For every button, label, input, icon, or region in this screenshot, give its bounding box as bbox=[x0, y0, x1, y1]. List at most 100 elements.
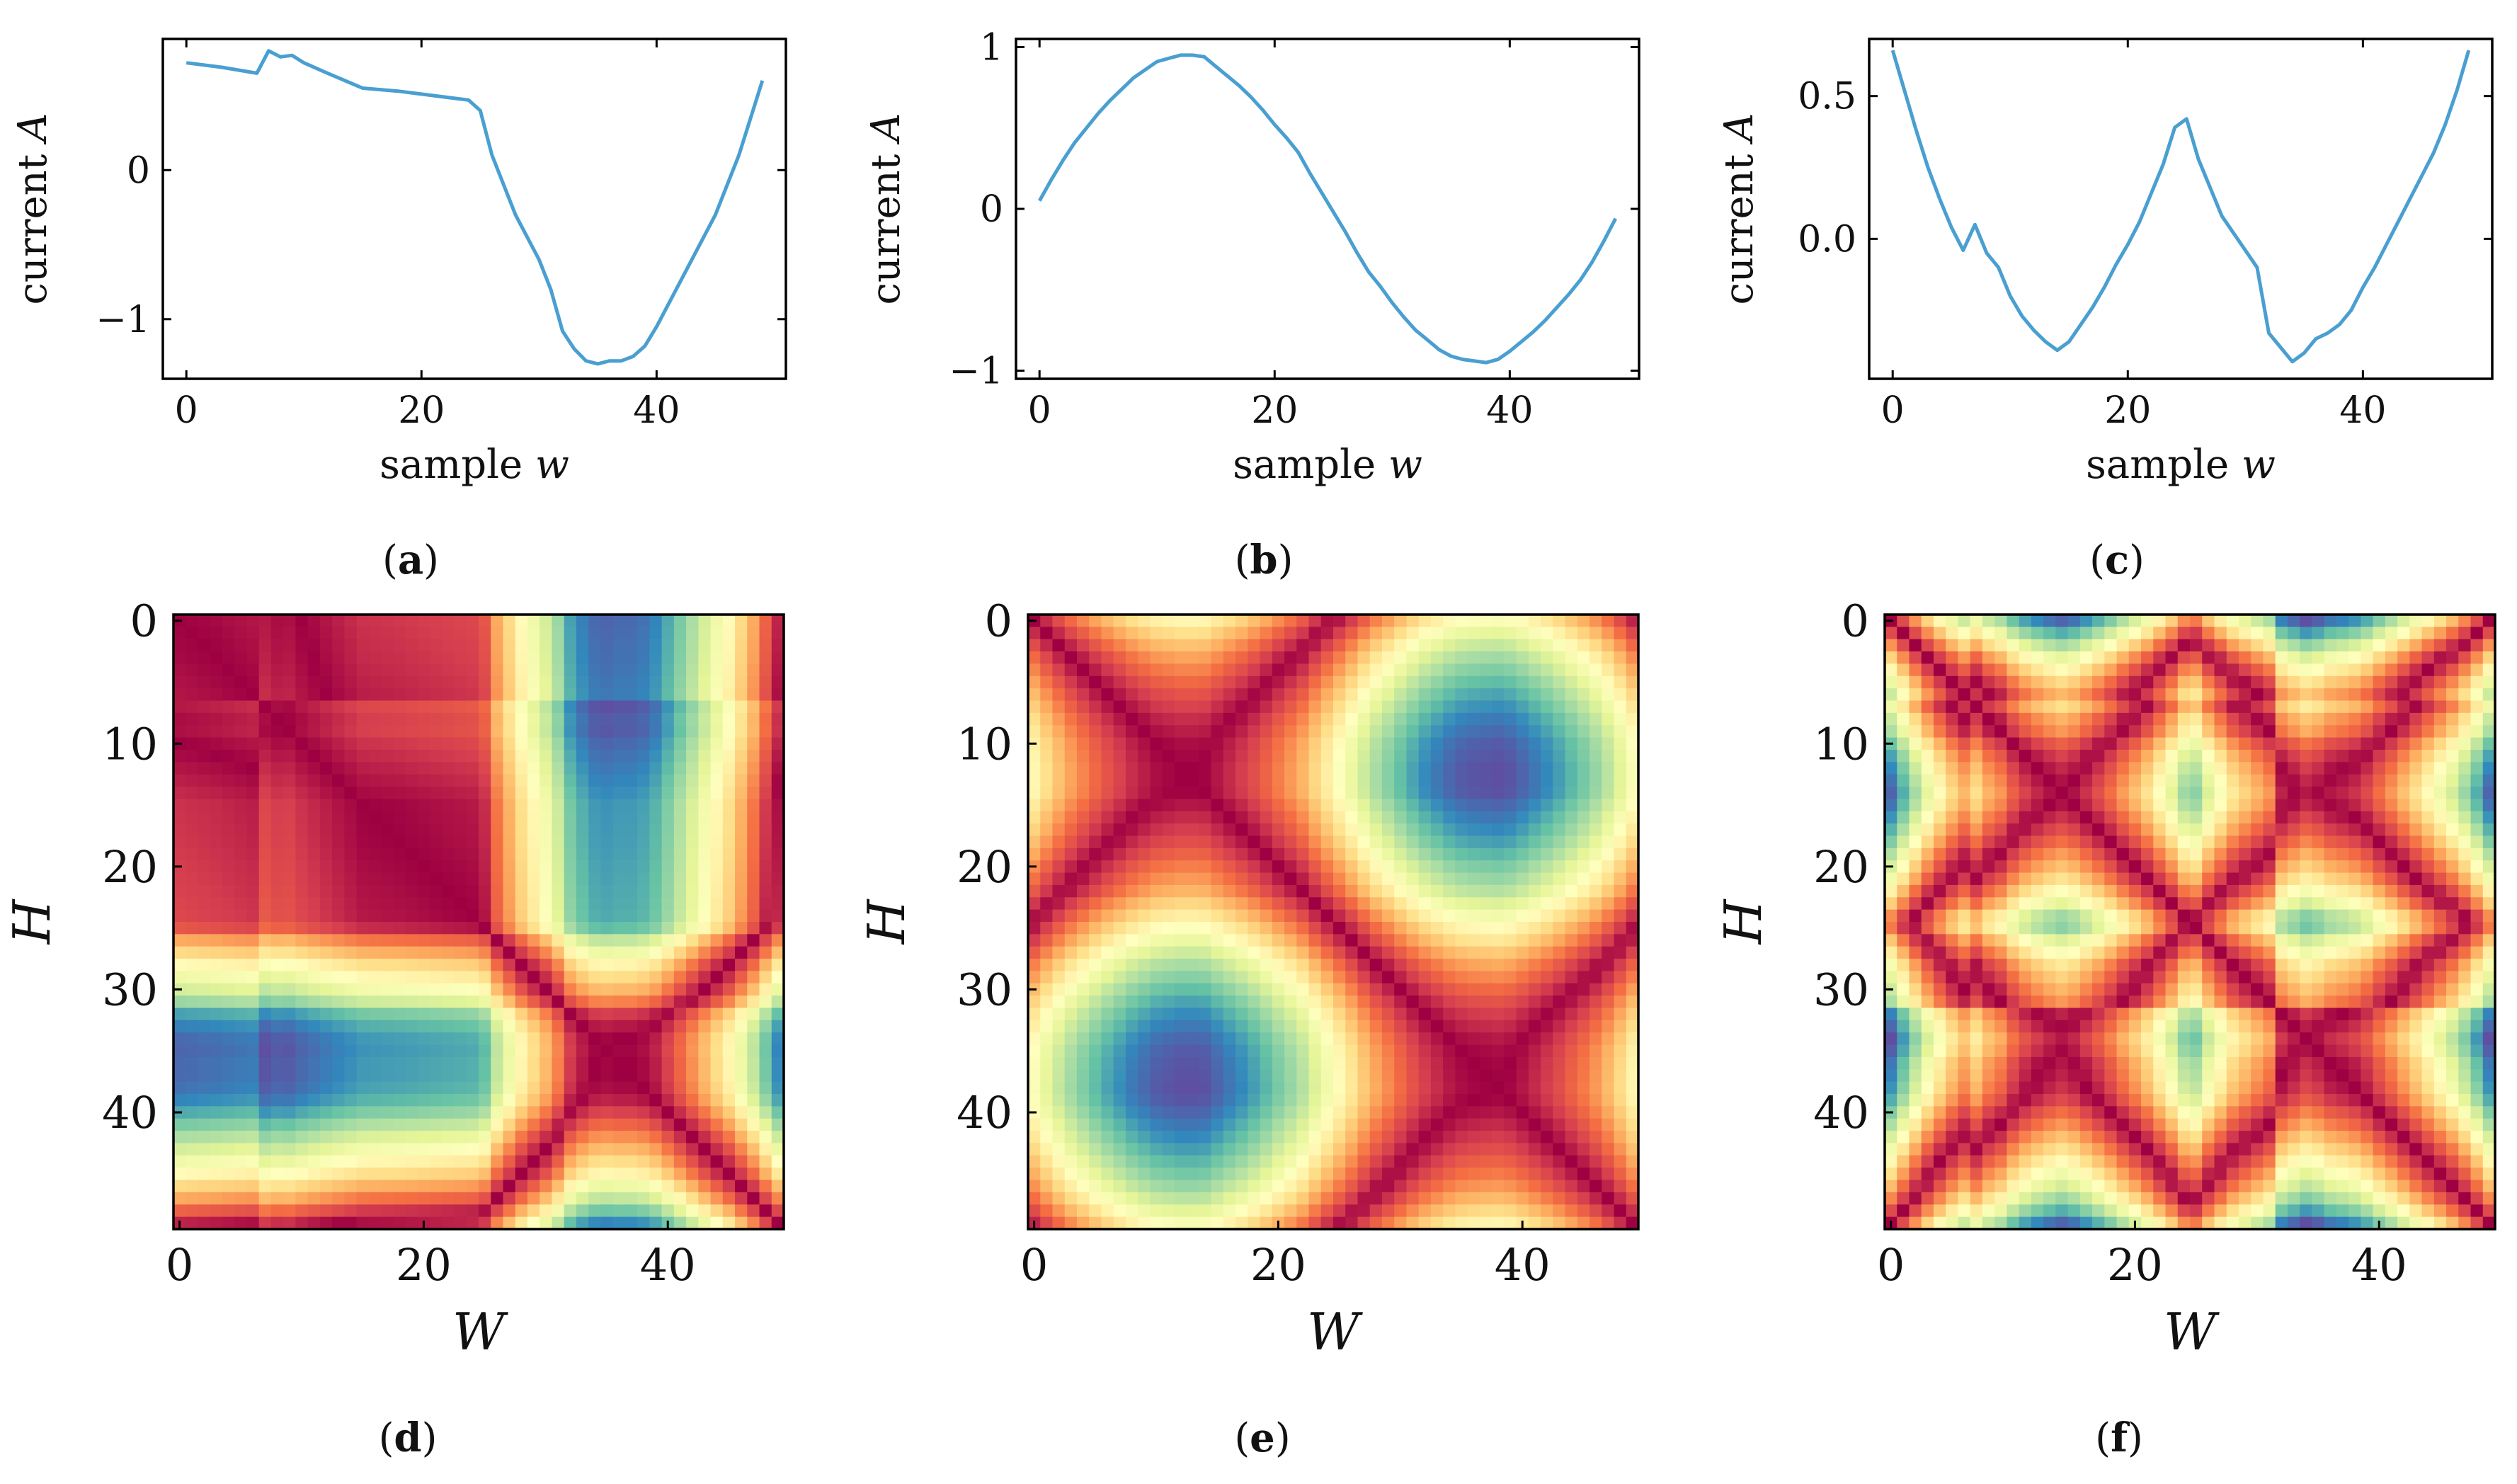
heatmap-cell bbox=[186, 799, 199, 812]
heatmap-cell bbox=[637, 1118, 650, 1131]
heatmap-cell bbox=[1308, 823, 1322, 837]
heatmap-cell bbox=[1064, 762, 1078, 775]
heatmap-cell bbox=[1565, 615, 1578, 627]
heatmap-cell bbox=[1089, 1008, 1102, 1021]
heatmap-cell bbox=[332, 1081, 345, 1095]
heatmap-cell bbox=[1467, 639, 1480, 652]
heatmap-cell bbox=[319, 995, 333, 1009]
heatmap-cell bbox=[210, 1069, 223, 1083]
heatmap-cell bbox=[1223, 959, 1236, 972]
plot-frame bbox=[1015, 38, 1640, 380]
heatmap-cell bbox=[332, 615, 345, 627]
heatmap-cell bbox=[1369, 1056, 1383, 1070]
heatmap-cell bbox=[1101, 1056, 1114, 1070]
heatmap-cell bbox=[1504, 1044, 1517, 1058]
heatmap-cell bbox=[1516, 922, 1529, 935]
heatmap-cell bbox=[1406, 983, 1420, 996]
heatmap-cell bbox=[1076, 811, 1090, 824]
heatmap-cell bbox=[1345, 847, 1359, 861]
heatmap-cell bbox=[173, 1180, 186, 1193]
heatmap-cell bbox=[1553, 1008, 1566, 1021]
heatmap-cell bbox=[1174, 627, 1187, 640]
heatmap-cell bbox=[759, 1020, 772, 1033]
heatmap-cell bbox=[1125, 749, 1138, 763]
heatmap-cell bbox=[491, 897, 504, 911]
heatmap-cell bbox=[1381, 971, 1395, 984]
heatmap-cell bbox=[1296, 1069, 1310, 1083]
heatmap-cell bbox=[319, 1131, 333, 1144]
subfigure-letter: b bbox=[1250, 537, 1277, 583]
heatmap-cell bbox=[1614, 995, 1627, 1009]
heatmap-cell bbox=[1541, 712, 1553, 726]
heatmap-cell bbox=[1272, 737, 1285, 750]
heatmap-cell bbox=[368, 1216, 382, 1230]
heatmap-cell bbox=[1199, 1056, 1212, 1070]
heatmap-cell bbox=[515, 1168, 528, 1181]
heatmap-cell bbox=[1430, 1106, 1444, 1119]
heatmap-cell bbox=[1320, 615, 1334, 627]
heatmap-cell bbox=[319, 835, 333, 849]
heatmap-cell bbox=[661, 615, 675, 627]
heatmap-cell bbox=[637, 1044, 650, 1058]
heatmap-cell bbox=[1418, 971, 1432, 984]
heatmap-cell bbox=[222, 1044, 235, 1058]
heatmap-cell bbox=[1028, 1094, 1041, 1107]
subfigure-label: (d) bbox=[379, 1415, 438, 1461]
heatmap-cell bbox=[1223, 627, 1236, 640]
heatmap-cell bbox=[381, 1008, 394, 1021]
heatmap-cell bbox=[1602, 1131, 1615, 1144]
x-tick-label: 40 bbox=[1486, 389, 1533, 432]
heatmap-cell bbox=[747, 1155, 760, 1168]
heatmap-cell bbox=[210, 823, 223, 837]
heatmap-cell bbox=[1248, 1044, 1261, 1058]
heatmap-cell bbox=[442, 1106, 455, 1119]
heatmap-cell bbox=[1113, 835, 1126, 849]
heatmap-cell bbox=[1076, 1118, 1090, 1131]
heatmap-cell bbox=[479, 1192, 491, 1205]
heatmap-cell bbox=[1479, 700, 1492, 714]
heatmap-cell bbox=[1113, 1106, 1126, 1119]
heatmap-cell bbox=[344, 971, 358, 984]
heatmap-cell bbox=[747, 884, 760, 898]
heatmap-cell bbox=[198, 1044, 211, 1058]
heatmap-cell bbox=[1028, 688, 1041, 702]
heatmap-cell bbox=[258, 884, 272, 898]
heatmap-cell bbox=[552, 897, 565, 911]
heatmap-cell bbox=[479, 749, 491, 763]
heatmap-cell bbox=[1138, 971, 1151, 984]
heatmap-cell bbox=[246, 1056, 260, 1070]
heatmap-cell bbox=[1199, 959, 1212, 972]
heatmap-cell bbox=[637, 847, 650, 861]
heatmap-cell bbox=[1260, 1192, 1273, 1205]
heatmap-cell bbox=[173, 1168, 186, 1181]
heatmap-cell bbox=[442, 675, 455, 689]
heatmap-cell bbox=[710, 1094, 724, 1107]
heatmap-cell bbox=[600, 1168, 614, 1181]
heatmap-cell bbox=[368, 712, 382, 726]
heatmap-cell bbox=[1138, 823, 1151, 837]
heatmap-cell bbox=[1455, 1056, 1468, 1070]
heatmap-cell bbox=[771, 995, 784, 1009]
heatmap-cell bbox=[515, 811, 528, 824]
heatmap-cell bbox=[1187, 884, 1199, 898]
heatmap-cell bbox=[686, 700, 699, 714]
heatmap-cell bbox=[686, 627, 699, 640]
heatmap-cell bbox=[1577, 627, 1590, 640]
heatmap-cell bbox=[442, 847, 455, 861]
heatmap-cell bbox=[442, 725, 455, 738]
heatmap-cell bbox=[454, 1204, 467, 1218]
heatmap-cell bbox=[515, 1020, 528, 1033]
heatmap-cell bbox=[258, 971, 272, 984]
heatmap-cell bbox=[1577, 934, 1590, 947]
heatmap-cell bbox=[759, 1032, 772, 1046]
heatmap-cell bbox=[1381, 884, 1395, 898]
heatmap-cell bbox=[1430, 663, 1444, 677]
heatmap-cell bbox=[735, 774, 748, 787]
heatmap-cell bbox=[1223, 774, 1236, 787]
heatmap-cell bbox=[1443, 675, 1456, 689]
heatmap-cell bbox=[1235, 712, 1248, 726]
heatmap-cell bbox=[722, 1131, 736, 1144]
heatmap-cell bbox=[393, 1155, 406, 1168]
heatmap-cell bbox=[612, 712, 626, 726]
heatmap-cell bbox=[624, 835, 638, 849]
